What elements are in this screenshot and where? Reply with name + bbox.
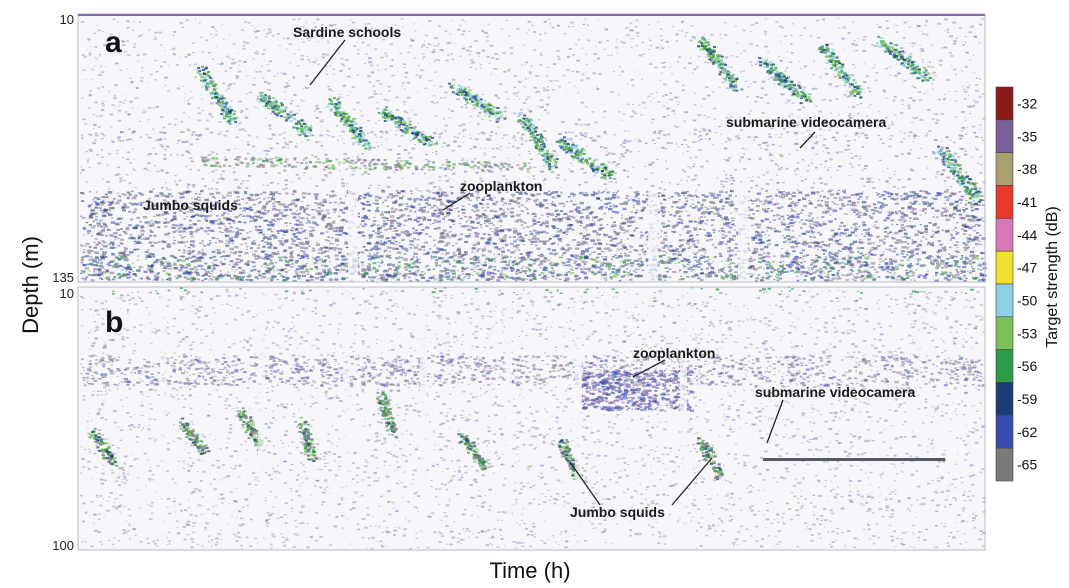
colorbar-level-label: -47 <box>1017 260 1037 276</box>
colorbar-swatch <box>995 185 1014 219</box>
colorbar-swatch <box>995 316 1014 350</box>
leader-jumbo-squids-b-right <box>671 457 713 506</box>
colorbar-level-label: -62 <box>1017 424 1037 440</box>
leader-sardine-schools <box>309 39 346 86</box>
colorbar-level-label: -35 <box>1017 128 1037 144</box>
colorbar-swatch <box>995 415 1014 449</box>
colorbar-level-label: -44 <box>1017 227 1037 243</box>
colorbar-swatch <box>995 250 1014 285</box>
panel-a-depth-tick-top: 10 <box>60 12 74 27</box>
y-axis-title: Depth (m) <box>18 236 43 334</box>
colorbar-swatch <box>995 119 1014 153</box>
panel-a-letter: a <box>105 26 122 59</box>
leader-videocamera-a <box>799 131 816 149</box>
colorbar-level-label: -41 <box>1017 194 1037 210</box>
panel-b-background <box>78 287 985 550</box>
colorbar-swatch <box>995 349 1014 383</box>
colorbar-level-label: -38 <box>1017 161 1037 177</box>
colorbar: -32 -35 -38 -41 -44 -47 -50 -53 -56 -59 -62 -65 <box>995 86 1037 482</box>
colorbar-swatch <box>995 283 1014 318</box>
leader-videocamera-b <box>766 399 784 444</box>
panel-b-echo-texture <box>80 287 986 550</box>
colorbar-level-label: -65 <box>1017 457 1037 473</box>
annotation-leaders <box>309 39 816 506</box>
colorbar-swatch <box>995 86 1014 121</box>
colorbar-swatch <box>995 447 1014 482</box>
x-axis-title: Time (h) <box>489 558 570 583</box>
annotation-jumbo-squids-b: Jumbo squids <box>570 504 665 520</box>
panel-b-depth-tick-top: 10 <box>60 286 74 301</box>
panel-b-depth-tick-bottom: 100 <box>52 538 74 553</box>
colorbar-level-label: -50 <box>1017 292 1037 308</box>
leader-jumbo-squids-b-left <box>569 461 601 506</box>
annotation-zooplankton-a: zooplankton <box>460 178 542 194</box>
colorbar-title: Target strength (dB) <box>1044 206 1061 347</box>
colorbar-swatch <box>995 152 1014 186</box>
annotation-zooplankton-b: zooplankton <box>633 345 715 361</box>
annotation-videocamera-b: submarine videocamera <box>755 384 916 400</box>
annotation-sardine-schools: Sardine schools <box>293 24 401 40</box>
panel-a-depth-tick-bottom: 135 <box>52 270 74 285</box>
colorbar-level-label: -56 <box>1017 358 1037 374</box>
panel-a <box>77 13 987 283</box>
colorbar-level-label: -32 <box>1017 95 1037 111</box>
leader-zooplankton-b <box>632 359 666 378</box>
annotation-videocamera-a: submarine videocamera <box>726 114 887 130</box>
colorbar-swatch <box>995 382 1014 416</box>
panel-b-letter: b <box>105 306 123 339</box>
colorbar-level-label: -59 <box>1017 391 1037 407</box>
colorbar-swatch <box>995 218 1014 252</box>
annotation-jumbo-squids-a: Jumbo squids <box>143 197 238 213</box>
colorbar-level-label: -53 <box>1017 325 1037 341</box>
panel-b <box>77 286 986 551</box>
leader-zooplankton-a <box>442 192 471 211</box>
panel-a-echo-texture <box>80 18 987 283</box>
panel-b-frame <box>77 286 986 551</box>
